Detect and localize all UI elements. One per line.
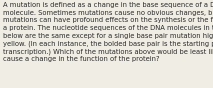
Text: A mutation is defined as a change in the base sequence of a DNA
molecule. Someti: A mutation is defined as a change in the… bbox=[3, 2, 213, 62]
